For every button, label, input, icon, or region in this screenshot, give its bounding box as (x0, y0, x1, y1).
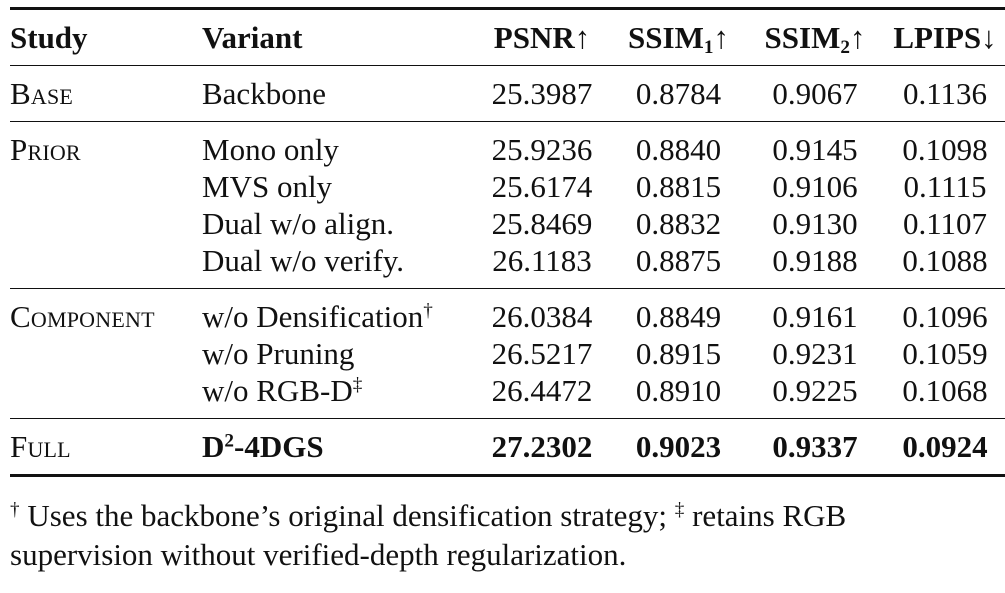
variant-cell: Dual w/o verify. (202, 243, 405, 278)
variant-cell: Mono only (202, 132, 339, 167)
table-row-prior-dual-verify: Dual w/o verify. 26.1183 0.8875 0.9188 0… (10, 242, 1005, 289)
ssim1-cell: 0.8849 (635, 299, 722, 334)
table-row-prior-mono: Prior Mono only 25.9236 0.8840 0.9145 0.… (10, 121, 1005, 169)
variant-full-rest: -4DGS (234, 429, 324, 464)
ssim1-cell: 0.8910 (635, 373, 722, 408)
ssim1-cell-best: 0.9023 (635, 429, 722, 464)
study-cell-empty (10, 168, 202, 205)
ssim1-cell: 0.8840 (635, 132, 722, 167)
variant-full-main: D (202, 429, 225, 464)
psnr-cell: 26.5217 (491, 336, 593, 371)
lpips-cell-best: 0.0924 (902, 429, 988, 464)
study-cell-empty (10, 335, 202, 372)
footnote-line-1: † Uses the backbone’s original densifica… (10, 496, 1005, 535)
header-ssim2-arrow: ↑ (849, 20, 866, 55)
psnr-cell-best: 27.2302 (491, 429, 593, 464)
variant-cell: w/o RGB-D‡ (202, 372, 472, 419)
table-row-prior-mvs: MVS only 25.6174 0.8815 0.9106 0.1115 (10, 168, 1005, 205)
lpips-cell: 0.1136 (902, 76, 988, 111)
variant-full-sup: 2 (224, 430, 234, 452)
ssim2-cell: 0.9067 (772, 76, 858, 111)
study-cell-base: Base (10, 76, 74, 111)
variant-cell: Backbone (202, 76, 326, 111)
psnr-cell: 26.4472 (491, 373, 593, 408)
study-cell-prior: Prior (10, 132, 81, 167)
ssim2-cell: 0.9225 (772, 373, 858, 408)
table-footnote: † Uses the backbone’s original densifica… (10, 496, 1005, 574)
variant-cell: Dual w/o align. (202, 206, 394, 241)
ssim2-cell: 0.9130 (772, 206, 858, 241)
table-row-prior-dual-align: Dual w/o align. 25.8469 0.8832 0.9130 0.… (10, 205, 1005, 242)
variant-cell: w/o Pruning (202, 336, 355, 371)
ssim1-cell: 0.8832 (635, 206, 722, 241)
psnr-cell: 25.3987 (491, 76, 593, 111)
lpips-cell: 0.1096 (902, 299, 988, 334)
study-cell-empty (10, 242, 202, 289)
variant-cell: MVS only (202, 169, 333, 204)
header-variant: Variant (202, 20, 303, 55)
variant-text: w/o RGB-D (202, 373, 353, 408)
header-row: Study Variant PSNR↑ SSIM1↑ SSIM2↑ LPIPS↓ (10, 8, 1005, 66)
ablation-table-container: Study Variant PSNR↑ SSIM1↑ SSIM2↑ LPIPS↓… (10, 7, 1005, 477)
lpips-cell: 0.1059 (902, 336, 988, 371)
ssim2-cell: 0.9145 (772, 132, 858, 167)
lpips-cell: 0.1115 (903, 169, 987, 204)
footnote-dagger: † (10, 499, 20, 521)
table-row-full: Full D2-4DGS 27.2302 0.9023 0.9337 0.092… (10, 418, 1005, 476)
table-row-component-densification: Component w/o Densification† 26.0384 0.8… (10, 288, 1005, 336)
psnr-cell: 25.9236 (491, 132, 593, 167)
ssim2-cell: 0.9188 (772, 243, 858, 278)
table-row-component-pruning: w/o Pruning 26.5217 0.8915 0.9231 0.1059 (10, 335, 1005, 372)
psnr-cell: 25.8469 (491, 206, 593, 241)
table-row-component-rgbd: w/o RGB-D‡ 26.4472 0.8910 0.9225 0.1068 (10, 372, 1005, 419)
variant-cell: w/o Densification† (202, 289, 472, 336)
ssim1-cell: 0.8875 (635, 243, 722, 278)
header-ssim1-sub: 1 (703, 36, 714, 58)
double-dagger-mark: ‡ (352, 374, 363, 396)
ssim1-cell: 0.8915 (635, 336, 722, 371)
header-ssim1: SSIM1↑ (612, 9, 745, 66)
dagger-mark: † (423, 300, 433, 322)
ssim2-cell: 0.9231 (772, 336, 858, 371)
footnote-double-dagger: ‡ (674, 499, 685, 521)
ssim2-cell: 0.9161 (772, 299, 858, 334)
psnr-cell: 25.6174 (491, 169, 593, 204)
footnote-text-2: retains RGB (684, 498, 847, 533)
header-ssim1-main: SSIM (628, 20, 704, 55)
ablation-table: Study Variant PSNR↑ SSIM1↑ SSIM2↑ LPIPS↓… (10, 7, 1005, 477)
variant-text: w/o Densification (202, 299, 424, 334)
study-cell-empty (10, 372, 202, 419)
header-ssim1-arrow: ↑ (713, 20, 729, 55)
study-cell-empty (10, 205, 202, 242)
study-cell-full: Full (10, 429, 71, 464)
lpips-cell: 0.1088 (902, 243, 988, 278)
footnote-text-1: Uses the backbone’s original densificati… (19, 498, 675, 533)
header-psnr: PSNR↑ (493, 20, 591, 55)
header-study: Study (10, 20, 88, 55)
footnote-line-2: supervision without verified-depth regul… (10, 537, 627, 572)
psnr-cell: 26.0384 (491, 299, 593, 334)
lpips-cell: 0.1098 (902, 132, 988, 167)
ssim2-cell-best: 0.9337 (772, 429, 858, 464)
header-lpips: LPIPS↓ (893, 20, 997, 55)
lpips-cell: 0.1068 (902, 373, 988, 408)
header-ssim2: SSIM2↑ (745, 9, 885, 66)
ssim1-cell: 0.8784 (635, 76, 722, 111)
ssim1-cell: 0.8815 (635, 169, 722, 204)
lpips-cell: 0.1107 (902, 206, 988, 241)
header-ssim2-main: SSIM (764, 20, 841, 55)
ssim2-cell: 0.9106 (772, 169, 858, 204)
psnr-cell: 26.1183 (492, 243, 592, 278)
header-ssim2-sub: 2 (840, 36, 850, 58)
variant-cell-full: D2-4DGS (202, 419, 472, 476)
table-row-base-backbone: Base Backbone 25.3987 0.8784 0.9067 0.11… (10, 65, 1005, 122)
study-cell-component: Component (10, 299, 155, 334)
